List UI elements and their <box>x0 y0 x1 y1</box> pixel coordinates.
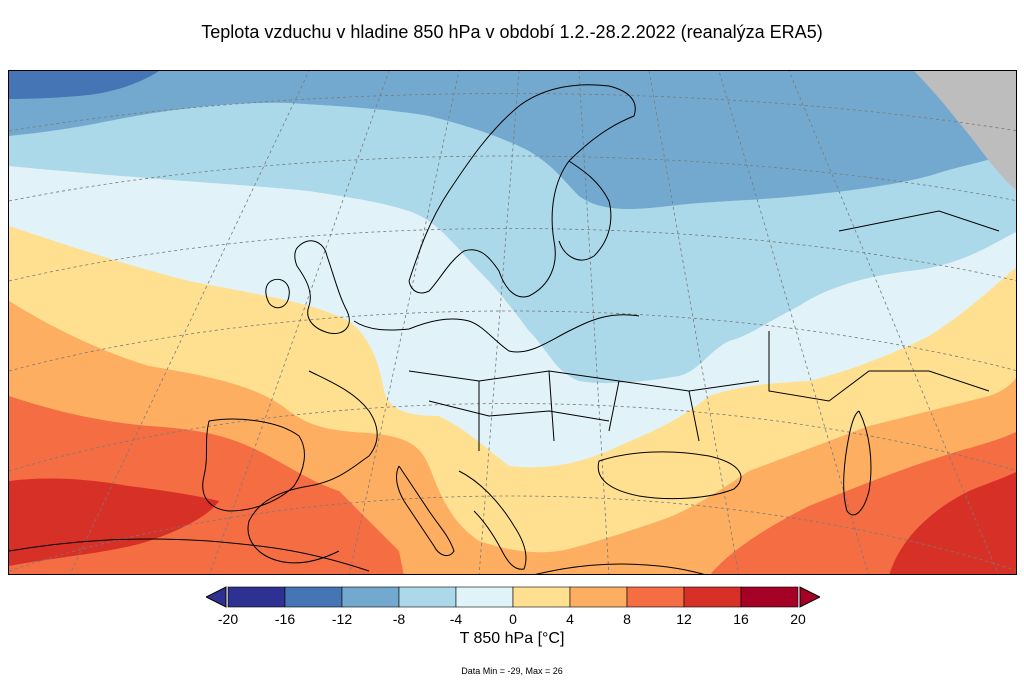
colorbar-under-arrow <box>206 586 227 608</box>
colorbar-swatch <box>626 586 685 608</box>
colorbar <box>206 586 820 608</box>
colorbar-over-arrow <box>799 586 820 608</box>
colorbar-swatch <box>569 586 628 608</box>
colorbar-swatch <box>341 586 400 608</box>
colorbar-swatch <box>455 586 514 608</box>
colorbar-swatch <box>512 586 571 608</box>
colorbar-tick-label: 4 <box>566 611 574 627</box>
coastlines <box>9 84 1000 574</box>
colorbar-tick-label: -8 <box>392 611 406 627</box>
colorbar-tick-label: 20 <box>790 611 806 627</box>
zone-12-16-se <box>889 472 1016 574</box>
colorbar-tick-label: 0 <box>509 611 517 627</box>
colorbar-swatch <box>398 586 457 608</box>
data-min-max-note: Data Min = -29, Max = 26 <box>461 666 563 676</box>
colorbar-tick-label: -4 <box>449 611 463 627</box>
colorbar-tick-label: 8 <box>623 611 631 627</box>
colorbar-tick-label: 16 <box>733 611 749 627</box>
land-mask-area <box>914 71 1016 190</box>
map-canvas <box>9 71 1016 574</box>
colorbar-tick-label: -20 <box>217 611 239 627</box>
map-title: Teplota vzduchu v hladine 850 hPa v obdo… <box>201 22 823 42</box>
colorbar-swatch <box>227 586 286 608</box>
colorbar-swatch <box>683 586 742 608</box>
temperature-map <box>8 70 1017 575</box>
colorbar-swatch <box>284 586 343 608</box>
graticule <box>9 71 1016 574</box>
zone-minus12-minus8 <box>9 71 1016 209</box>
colorbar-swatch <box>740 586 799 608</box>
zone-minus16-minus12 <box>9 71 159 99</box>
colorbar-label: T 850 hPa [°C] <box>459 630 565 647</box>
colorbar-tick-label: 12 <box>676 611 692 627</box>
colorbar-tick-label: -16 <box>274 611 296 627</box>
colorbar-tick-label: -12 <box>331 611 353 627</box>
